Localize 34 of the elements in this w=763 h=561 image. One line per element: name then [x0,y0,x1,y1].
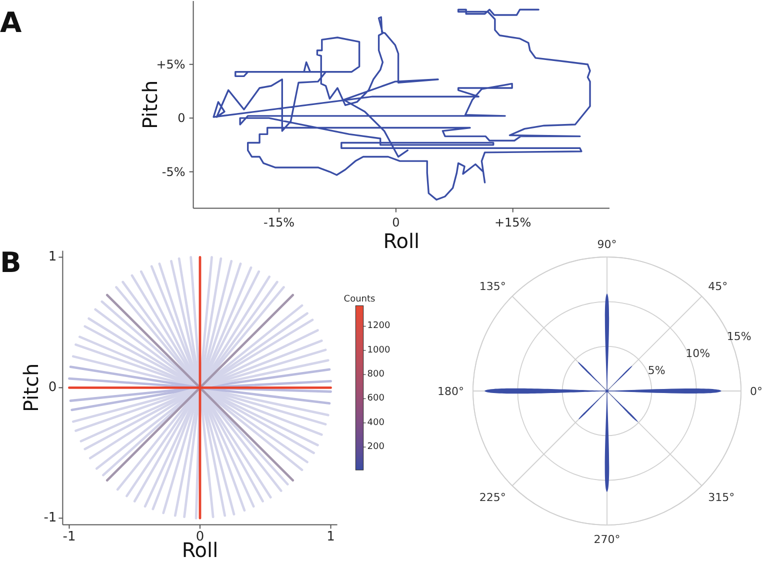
color-bar-label: 200 [367,442,385,452]
x-tick-label: -15% [264,215,295,230]
y-tick-label: 10% [686,346,710,360]
color-bar-label: 800 [367,370,385,380]
x-tick-label: 1 [326,530,335,545]
y-tick-label: 15% [726,330,752,343]
spoke-label: 0° [750,384,762,398]
y-axis-title: Pitch [138,80,162,129]
color-bar-label: 1200 [367,321,390,332]
color-bar-label: 400 [367,418,385,428]
color-bar-title: Counts [344,294,376,305]
spoke-label: 90° [597,238,617,251]
y-axis-title: Pitch [19,363,43,412]
spoke-label: 315° [708,490,735,504]
spoke-label: 45° [708,280,728,293]
y-tick-label: -5% [162,164,186,179]
x-tick-label: 0 [392,215,400,230]
y-tick-label: -1 [44,510,57,526]
x-tick-label: -1 [62,530,76,545]
y-tick-label: 5% [648,364,666,377]
y-tick-label: 0 [178,111,186,126]
chart-title: A [0,6,22,39]
spoke-label: 180° [438,384,464,398]
spoke-label: 135° [479,280,506,293]
y-tick-label: 1 [48,250,57,265]
x-axis-title: Roll [383,229,420,253]
color-bar-label: 600 [367,394,385,404]
x-tick-label: +15% [494,215,532,230]
color-bar-label: 1000 [367,345,390,356]
y-tick-label: 0 [48,380,57,396]
chart-title: B [0,246,22,279]
spoke-label: 225° [479,490,506,504]
y-tick-label: +5% [156,57,186,72]
spoke-label: 270° [594,532,620,546]
